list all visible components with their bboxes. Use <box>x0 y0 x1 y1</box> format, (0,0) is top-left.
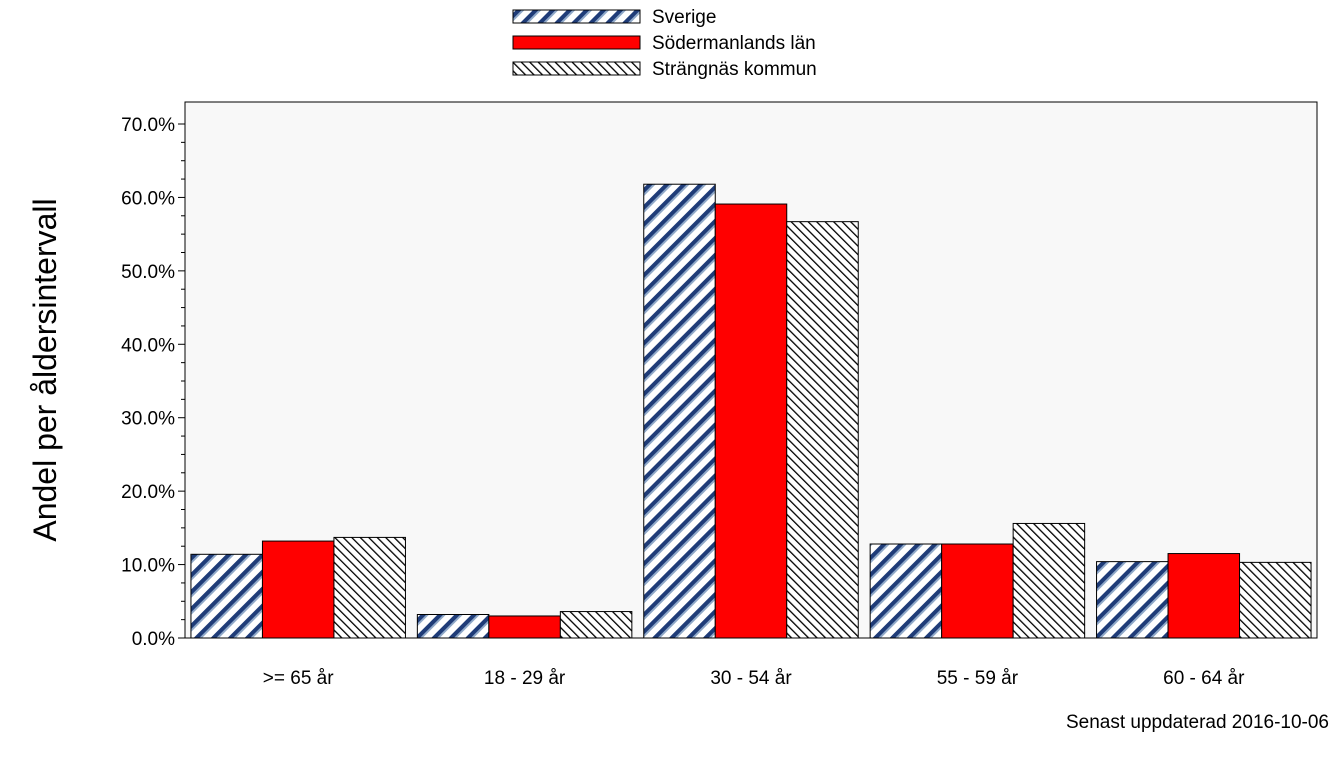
bars-group <box>190 183 1312 639</box>
y-tick-label: 0.0% <box>132 629 175 650</box>
y-tick-label: 70.0% <box>121 115 175 136</box>
legend-label-sverige: Sverige <box>652 7 716 28</box>
bar-strangnas <box>786 221 859 639</box>
y-axis: 0.0% 10.0% 20.0% 30.0% 40.0% 50.0% 60.0% 70.0% <box>121 115 185 650</box>
y-tick-label: 20.0% <box>121 482 175 503</box>
bar-sodermanland <box>714 203 788 639</box>
bar-sodermanland <box>1167 553 1241 639</box>
y-tick-label: 60.0% <box>121 188 175 209</box>
footer-updated: Senast uppdaterad 2016-10-06 <box>1066 712 1329 733</box>
bar-strangnas <box>559 611 633 639</box>
y-axis-label: Andel per åldersintervall <box>27 198 63 541</box>
x-tick-label: 55 - 59 år <box>937 668 1019 689</box>
y-tick-label: 50.0% <box>121 262 175 283</box>
bar-sverige <box>643 183 716 639</box>
bar-sverige <box>869 543 943 639</box>
bar-sodermanland <box>941 543 1014 639</box>
bar-sodermanland <box>261 540 335 639</box>
y-tick-label: 40.0% <box>121 335 175 356</box>
bar-sverige <box>416 614 490 639</box>
bar-strangnas <box>1239 561 1312 639</box>
legend-swatch-sodermanland <box>512 35 641 50</box>
legend-label-strangnas: Strängnäs kommun <box>652 59 817 80</box>
legend: Sverige Södermanlands län Strängnäs komm… <box>512 7 817 80</box>
x-tick-label: 60 - 64 år <box>1163 668 1245 689</box>
bar-sverige <box>190 553 263 639</box>
y-tick-label: 30.0% <box>121 409 175 430</box>
x-tick-label: >= 65 år <box>263 668 334 689</box>
bar-strangnas <box>1012 522 1086 639</box>
bar-strangnas <box>333 536 406 639</box>
bar-sverige <box>1096 561 1169 639</box>
legend-label-sodermanland: Södermanlands län <box>652 33 816 54</box>
legend-swatch-strangnas <box>512 61 641 76</box>
x-tick-label: 18 - 29 år <box>484 668 566 689</box>
x-tick-label: 30 - 54 år <box>710 668 792 689</box>
legend-swatch-sverige <box>512 9 641 24</box>
x-axis: >= 65 år 18 - 29 år 30 - 54 år 55 - 59 år 60… <box>263 668 1245 689</box>
y-tick-label: 10.0% <box>121 556 175 577</box>
bar-sodermanland <box>488 615 561 639</box>
